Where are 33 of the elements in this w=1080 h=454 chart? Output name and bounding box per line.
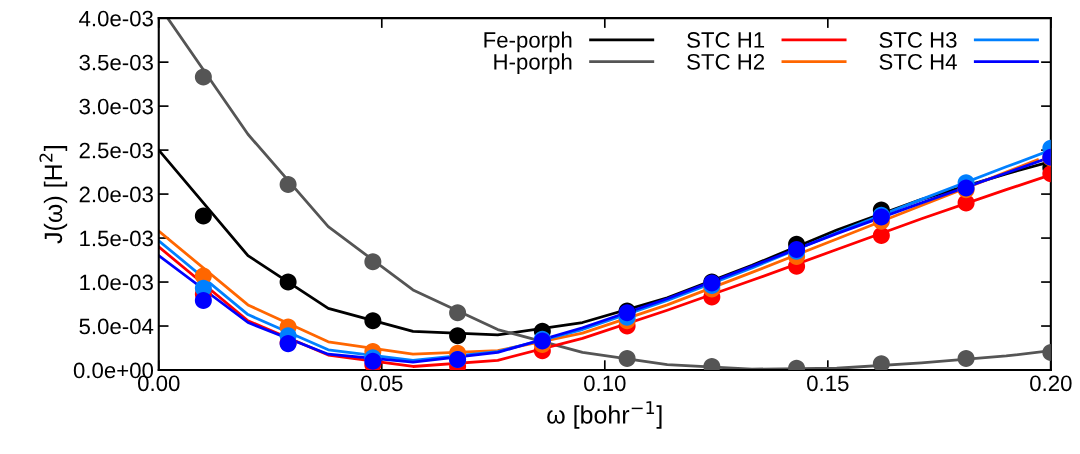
- y-tick-label: 2.0e-03: [79, 186, 153, 203]
- point: [872, 226, 890, 244]
- point: [618, 350, 636, 368]
- point: [957, 350, 975, 368]
- x-tick-label: 0.10: [584, 375, 626, 392]
- point: [279, 175, 297, 193]
- x-tick-label: 0.15: [807, 375, 849, 392]
- x-tick-label: 0.05: [361, 375, 403, 392]
- point: [364, 253, 382, 271]
- point: [872, 355, 890, 371]
- y-tick-label: 1.5e-03: [80, 230, 153, 247]
- y-tick-label: 1.0e-03: [80, 274, 153, 291]
- legend-label: Fe-porph: [484, 31, 572, 53]
- legend-label: STC H3: [879, 32, 957, 48]
- y-tick-label: 3.5e-03: [79, 54, 153, 71]
- point: [449, 304, 467, 322]
- point: [194, 68, 212, 86]
- y-tick-label: 2.5e-03: [79, 142, 153, 159]
- y-tick-label: 5.0e-04: [79, 318, 154, 335]
- legend-label: STC H1: [687, 32, 765, 48]
- point: [194, 292, 212, 310]
- y-axis-title: J(ω) [H$^{2}$]: [39, 146, 68, 244]
- x-axis-title: ω [bohr$^{−1}$]: [547, 401, 662, 429]
- legend-label: STC H4: [879, 53, 957, 70]
- point: [279, 273, 297, 291]
- legend-label: H-porph: [494, 53, 572, 75]
- point: [194, 207, 212, 225]
- x-tick-label: 0.20: [1030, 375, 1072, 392]
- y-tick-label: 3.0e-03: [79, 98, 153, 115]
- point: [449, 327, 467, 345]
- y-tick-label: 4.0e-03: [79, 10, 153, 27]
- point: [364, 312, 382, 330]
- legend-label: STC H2: [687, 53, 765, 70]
